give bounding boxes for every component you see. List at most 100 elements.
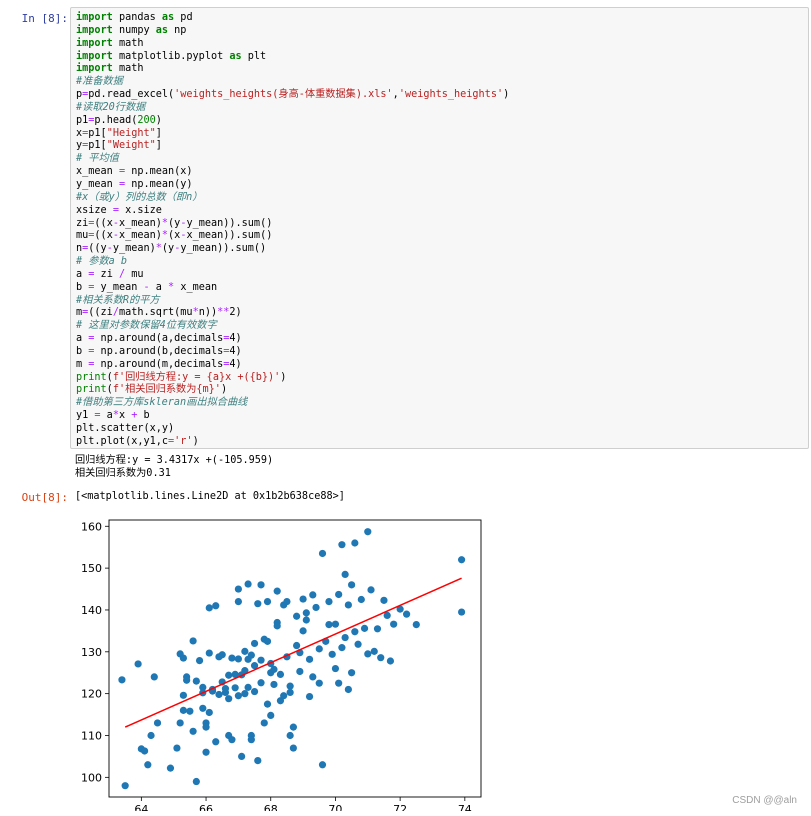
scatter-point xyxy=(166,764,175,772)
scatter-point xyxy=(199,683,207,691)
code-token: ((x xyxy=(94,217,113,229)
code-token: #准备数据 xyxy=(76,76,123,88)
x-tick-label: 68 xyxy=(264,803,278,811)
code-token: a xyxy=(76,268,89,280)
code-token: y xyxy=(76,140,83,152)
code-token: #读取20行数据 xyxy=(76,101,146,113)
code-token: * xyxy=(155,243,162,255)
csdn-watermark: CSDN @@aln xyxy=(732,795,797,806)
scatter-point xyxy=(179,706,187,714)
scatter-point xyxy=(370,647,378,655)
scatter-point xyxy=(293,641,301,650)
code-line: import pandas as pd xyxy=(76,12,509,25)
code-line: #读取20行数据 xyxy=(76,102,509,115)
code-token: / xyxy=(118,268,126,280)
x-tick-label: 74 xyxy=(458,803,472,811)
code-token: plt.scatter(x,y) xyxy=(76,423,175,434)
scatter-point xyxy=(176,719,184,727)
code-token: numpy xyxy=(112,24,156,36)
code-token: ) xyxy=(235,307,242,319)
scatter-point xyxy=(348,669,356,677)
scatter-point xyxy=(367,586,375,594)
code-line: # 平均值 xyxy=(76,153,509,166)
code-cell-input[interactable]: import pandas as pd import numpy as np imp… xyxy=(70,7,809,449)
code-token: = xyxy=(82,127,89,139)
code-token: np.around(b,decimals xyxy=(94,345,224,357)
code-token: x xyxy=(118,410,132,422)
code-token: - xyxy=(106,243,113,255)
code-token: np xyxy=(168,24,187,36)
scatter-point xyxy=(286,688,294,696)
code-line: import math xyxy=(76,63,509,76)
code-token: x_mean xyxy=(174,281,218,293)
scatter-point xyxy=(270,680,278,689)
code-token: y_mean)).sum() xyxy=(180,243,267,255)
scatter-point xyxy=(267,711,275,720)
code-token: = xyxy=(94,410,101,422)
code-token: = xyxy=(168,435,175,447)
code-token: np.around(m,decimals xyxy=(94,358,224,370)
code-token: a xyxy=(100,410,113,422)
code-token: * xyxy=(168,281,175,293)
scatter-point xyxy=(302,609,310,617)
scatter-point xyxy=(457,556,466,564)
y-tick-label: 160 xyxy=(81,520,102,533)
code-line: y_mean = np.mean(y) xyxy=(76,179,509,192)
code-token: ) xyxy=(235,345,242,357)
code-token: as xyxy=(229,50,242,62)
code-line: p=pd.read_excel('weights_heights(身高-体重数据… xyxy=(76,89,509,102)
code-editor[interactable]: import pandas as pd import numpy as np imp… xyxy=(76,12,509,449)
code-line: y1 = a*x + b xyxy=(76,410,509,423)
code-token: 'weights_heights' xyxy=(398,89,504,101)
code-token: - xyxy=(180,217,187,229)
stdout-area: 回归线方程:y = 3.4317x +(-105.959) 相关回归系数为0.31 xyxy=(75,455,273,481)
code-line: #x（或y）列的总数（即n） xyxy=(76,192,509,205)
code-token: = xyxy=(223,333,230,345)
code-token: 4 xyxy=(229,333,236,345)
code-token: , xyxy=(392,89,399,101)
code-token: 4 xyxy=(229,345,236,357)
scatter-point xyxy=(254,756,262,765)
code-token: # 这里对参数保留4位有效数字 xyxy=(76,320,217,332)
scatter-point xyxy=(341,633,349,642)
code-token: matplotlib.pyplot xyxy=(112,50,230,62)
code-token: y_mean xyxy=(76,178,119,190)
code-token: ** xyxy=(217,307,230,319)
y-tick-label: 140 xyxy=(81,604,102,617)
scatter-point xyxy=(147,731,155,740)
scatter-point xyxy=(312,603,320,612)
y-tick-label: 150 xyxy=(81,562,102,575)
code-token: import xyxy=(76,50,113,62)
code-token: 'r' xyxy=(174,435,193,447)
code-token: - xyxy=(112,230,119,242)
code-token: p1[ xyxy=(88,140,107,152)
scatter-point xyxy=(179,691,187,699)
scatter-point xyxy=(257,581,265,589)
x-tick-label: 70 xyxy=(328,803,342,811)
scatter-point xyxy=(121,782,129,790)
code-token: = xyxy=(88,268,95,280)
x-tick-label: 66 xyxy=(199,803,213,811)
code-token: zi xyxy=(94,268,119,280)
code-token: np.mean(x) xyxy=(125,166,193,178)
y-tick-label: 100 xyxy=(81,771,102,784)
scatter-point xyxy=(341,570,349,578)
scatter-point xyxy=(383,611,391,620)
code-token: print xyxy=(76,371,107,383)
code-token: / xyxy=(112,307,119,319)
scatter-point xyxy=(299,595,307,603)
code-line: y=p1["Weight"] xyxy=(76,140,509,153)
scatter-point xyxy=(212,738,220,746)
code-token: ( xyxy=(106,384,113,396)
code-line: # 这里对参数保留4位有效数字 xyxy=(76,320,509,333)
scatter-point xyxy=(338,541,346,549)
code-token: y1 xyxy=(76,410,95,422)
code-token: pd xyxy=(174,12,193,23)
code-line: import numpy as np xyxy=(76,25,509,38)
scatter-point xyxy=(318,761,327,769)
scatter-point xyxy=(225,671,233,679)
x-tick-label: 72 xyxy=(393,803,407,811)
code-token: pd.read_excel( xyxy=(88,89,175,101)
scatter-point xyxy=(228,654,236,662)
code-token: m xyxy=(76,358,89,370)
